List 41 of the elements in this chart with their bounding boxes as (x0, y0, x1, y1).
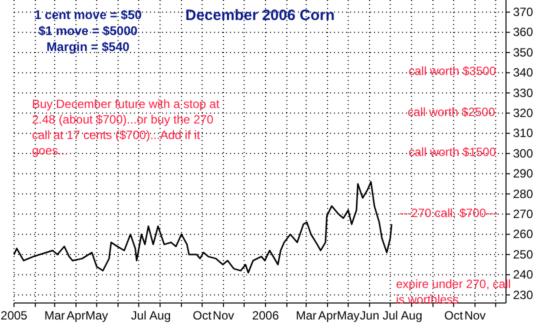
annotation: ---270 call, $700--- (399, 206, 498, 220)
y-tick-label: 310 (513, 126, 534, 140)
x-tick-label: Jul (131, 308, 146, 322)
y-tick-label: 300 (513, 146, 534, 160)
y-tick-label: 240 (513, 268, 534, 282)
x-tick-label: May (85, 308, 108, 322)
y-tick-label: 280 (513, 186, 534, 201)
x-tick-label: Aug (400, 308, 422, 322)
y-tick-label: 270 (513, 206, 534, 221)
annotation: call worth $3500 (408, 64, 496, 78)
y-tick-label: 260 (513, 227, 534, 242)
annotation: 1 cent move = $50 (34, 8, 142, 22)
x-tick-label: Nov (464, 308, 486, 322)
y-tick-label: 350 (513, 45, 534, 60)
x-tick-label: Mar (296, 308, 317, 322)
x-tick-label: Oct (444, 308, 464, 322)
annotation: Buy December future with a stop at 2.48 (about $700)...or buy the 270 call at 17 cents ($700)...Add if it goes... (32, 97, 220, 158)
annotation: call worth $1500 (408, 145, 496, 159)
x-tick-label: Jun (360, 308, 380, 322)
x-tick-label: 2005 (0, 308, 28, 322)
y-tick-label: 230 (513, 288, 534, 302)
text: December 2006 Corn (185, 7, 335, 24)
annotation: call worth $2500 (408, 105, 496, 119)
annotation: Margin = $540 (46, 40, 130, 54)
x-tick-label: 2006 (252, 308, 280, 322)
annotation: $1 move = $5000 (38, 24, 138, 38)
y-tick-label: 290 (513, 166, 534, 181)
x-tick-label: Apr (66, 308, 86, 322)
x-tick-label: Aug (149, 308, 171, 322)
y-tick-label: 360 (513, 25, 534, 40)
y-tick-label: 340 (513, 66, 534, 80)
y-tick-label: 250 (513, 247, 534, 262)
x-tick-label: Oct (192, 308, 212, 322)
x-tick-label: Mar (44, 308, 65, 322)
y-tick-label: 330 (513, 86, 534, 100)
y-tick-label: 320 (513, 106, 534, 120)
x-tick-label: Apr (318, 308, 337, 322)
x-tick-label: Nov (212, 308, 234, 322)
x-tick-label: May (336, 308, 360, 322)
x-tick-label: Jul (382, 308, 398, 322)
y-tick-label: 370 (513, 4, 534, 19)
